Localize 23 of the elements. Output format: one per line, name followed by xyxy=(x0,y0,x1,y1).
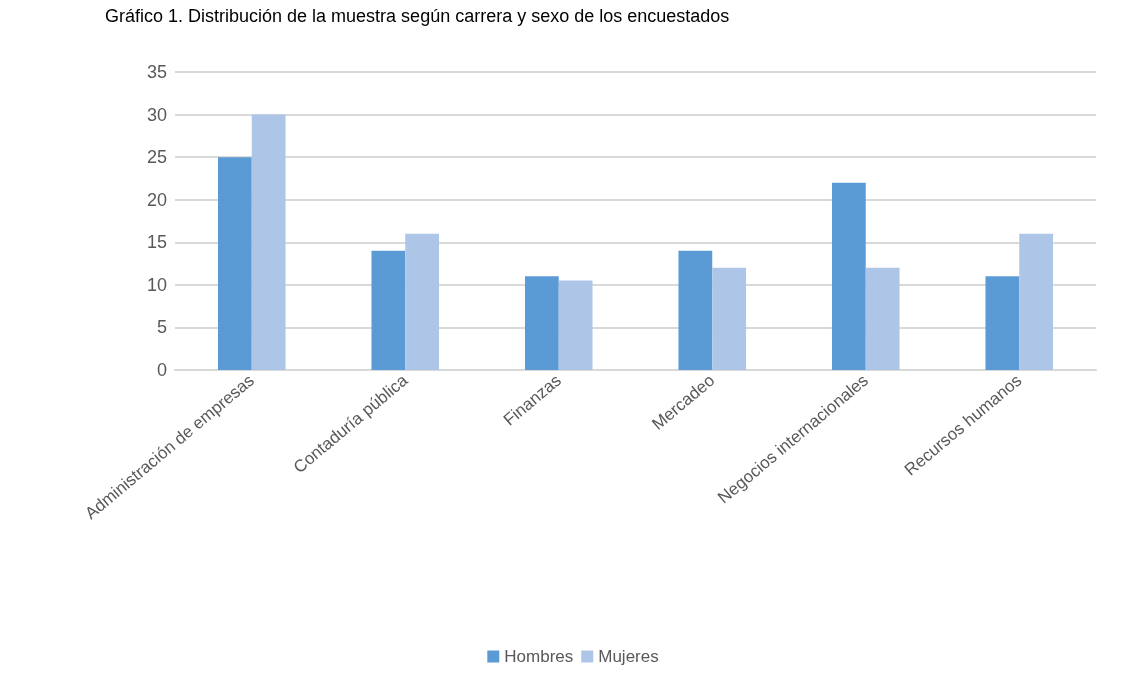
bar xyxy=(678,250,713,370)
y-tick-label: 5 xyxy=(156,317,167,338)
bar xyxy=(217,157,252,370)
bar xyxy=(251,114,286,370)
bar xyxy=(831,182,866,370)
y-tick-label: 25 xyxy=(146,147,167,168)
bar xyxy=(985,276,1020,370)
y-tick-label: 20 xyxy=(146,189,167,210)
chart-title: Gráfico 1. Distribución de la muestra según carrera y sexo de los encuestados xyxy=(105,6,730,26)
bar xyxy=(371,250,406,370)
legend-label: Hombres xyxy=(504,647,574,666)
y-tick-label: 15 xyxy=(146,232,167,253)
y-tick-label: 0 xyxy=(156,360,167,380)
y-tick-label: 35 xyxy=(146,62,167,82)
bar xyxy=(1019,233,1054,370)
legend-label: Mujeres xyxy=(598,647,659,666)
y-tick-label: 10 xyxy=(146,274,167,295)
y-tick-label: 30 xyxy=(146,104,167,125)
bar xyxy=(558,280,593,370)
bar xyxy=(524,276,559,370)
bar xyxy=(712,267,747,370)
bar xyxy=(405,233,440,370)
bar xyxy=(865,267,900,370)
